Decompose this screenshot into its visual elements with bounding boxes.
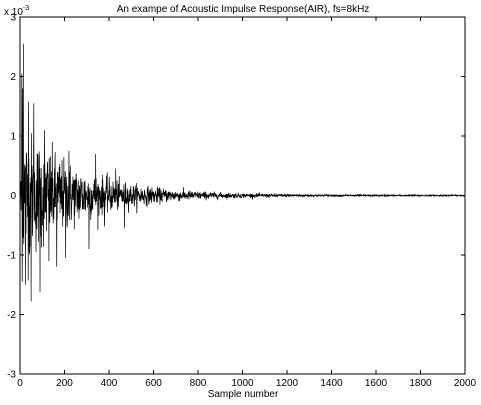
chart-title: An exampe of Acoustic Impulse Response(A… bbox=[117, 4, 370, 15]
x-axis-label: Sample number bbox=[208, 389, 279, 400]
x-tick-label: 400 bbox=[101, 378, 118, 389]
y-tick-label: 3 bbox=[10, 13, 16, 24]
x-tick-label: 600 bbox=[145, 378, 162, 389]
x-tick-label: 2000 bbox=[454, 378, 477, 389]
x-axis-ticks: 0 200 400 600 800 1000 1200 1400 1600 1800 2000 bbox=[17, 17, 477, 389]
x-tick-label: 200 bbox=[56, 378, 73, 389]
x-tick-label: 1400 bbox=[320, 378, 343, 389]
y-exponent-power: -3 bbox=[23, 5, 29, 12]
y-tick-label: -2 bbox=[7, 310, 16, 321]
y-tick-label: -1 bbox=[7, 251, 16, 262]
svg-text:x 10-3: x 10-3 bbox=[4, 5, 29, 18]
y-exponent-base: x 10 bbox=[4, 7, 23, 18]
x-tick-label: 1600 bbox=[365, 378, 388, 389]
y-tick-label: 1 bbox=[10, 132, 16, 143]
y-axis-ticks: -3 -2 -1 0 1 2 3 bbox=[7, 13, 465, 381]
plot-area bbox=[19, 16, 466, 375]
y-tick-label: 0 bbox=[10, 191, 16, 202]
x-tick-label: 1200 bbox=[276, 378, 299, 389]
x-tick-label: 800 bbox=[190, 378, 207, 389]
y-tick-label: 2 bbox=[10, 72, 16, 83]
x-tick-label: 1000 bbox=[231, 378, 254, 389]
x-tick-label: 0 bbox=[17, 378, 23, 389]
y-tick-label: -3 bbox=[7, 370, 16, 381]
x-tick-label: 1800 bbox=[409, 378, 432, 389]
impulse-response-line bbox=[19, 43, 466, 302]
y-axis-exponent-label: x 10-3 bbox=[4, 5, 29, 18]
